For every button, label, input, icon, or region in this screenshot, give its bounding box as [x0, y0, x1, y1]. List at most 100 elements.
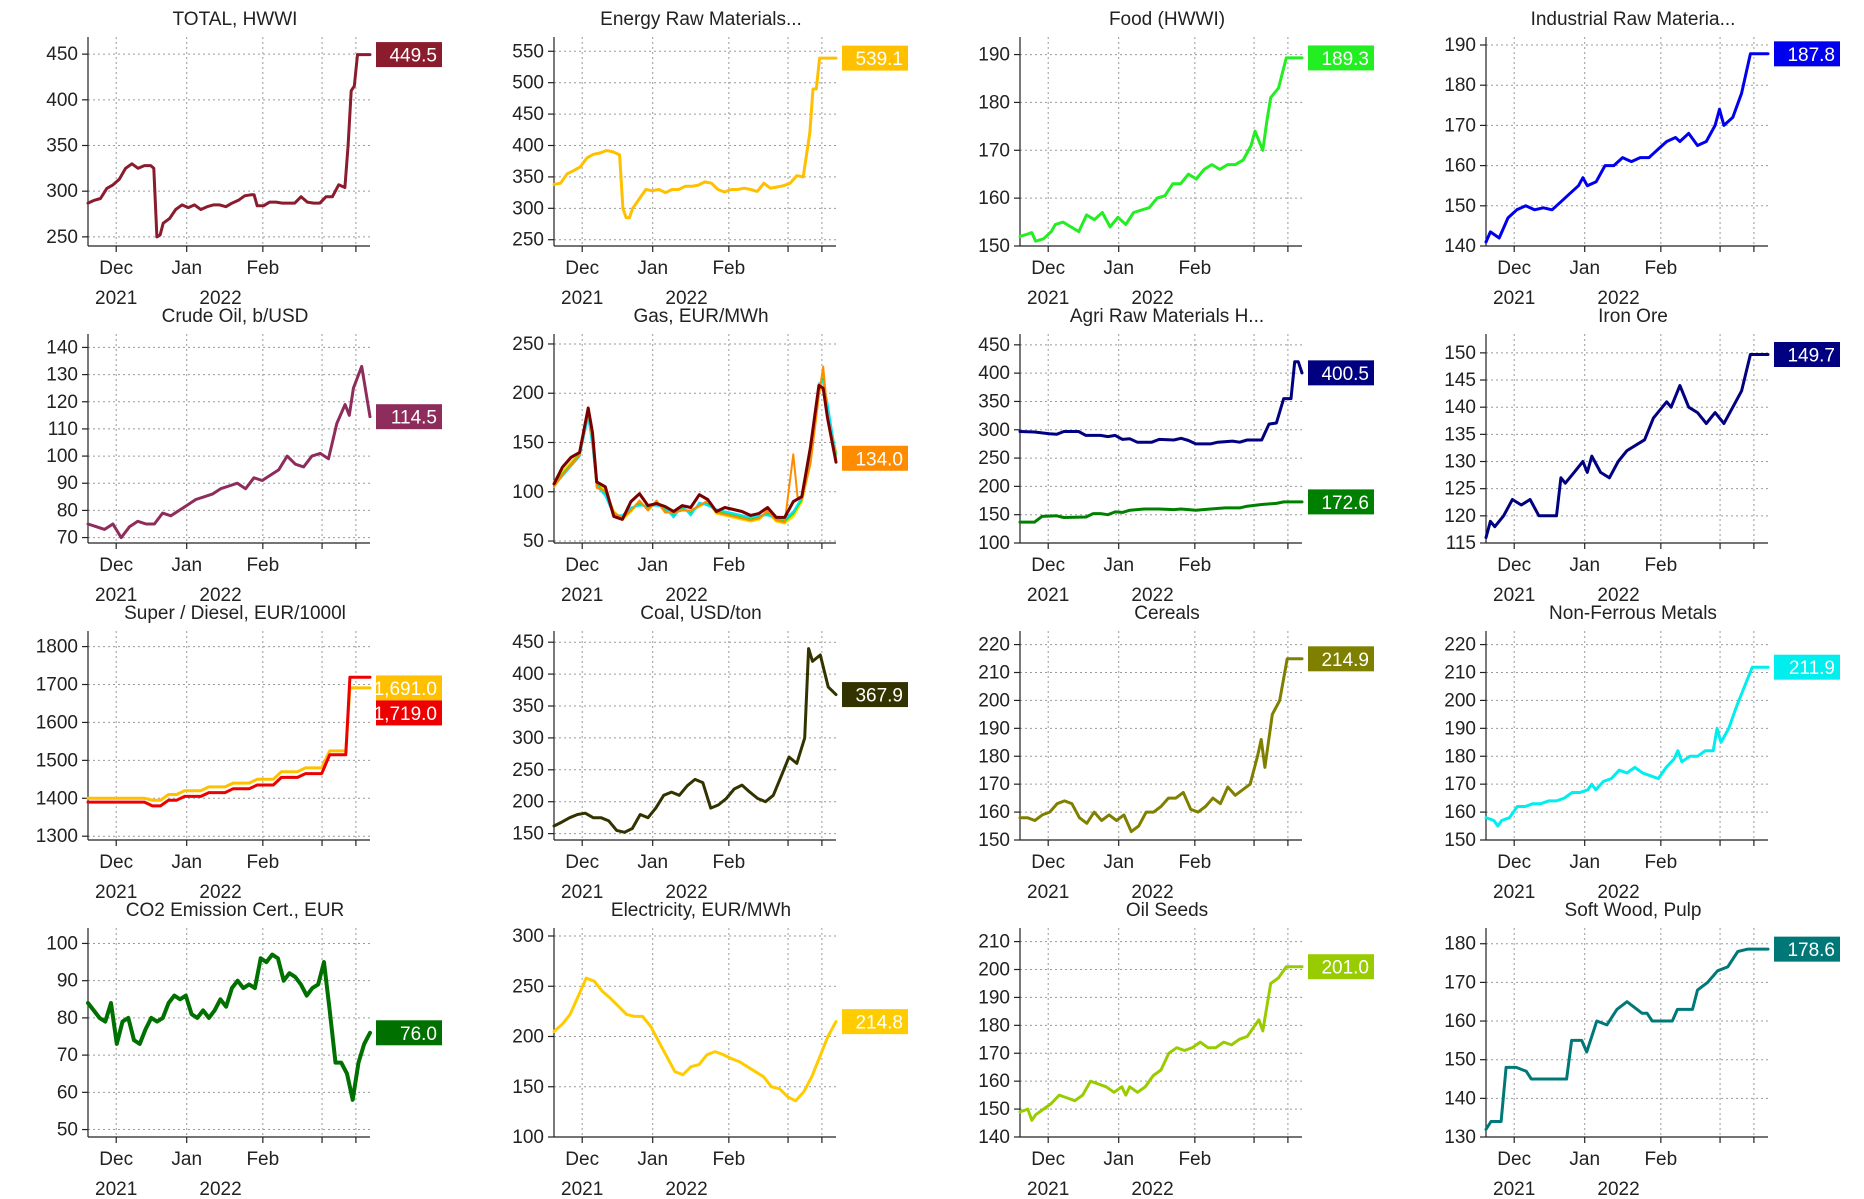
y-tick-label: 190: [978, 987, 1010, 1008]
x-month-label: Dec: [1497, 258, 1531, 279]
y-tick-label: 250: [512, 230, 544, 251]
chart-title: Non-Ferrous Metals: [1549, 603, 1717, 624]
x-year-label: 2021: [1493, 882, 1535, 903]
x-month-label: Jan: [1103, 1149, 1134, 1170]
x-month-label: Dec: [99, 555, 133, 576]
series-line-2: [1018, 500, 1304, 524]
x-month-label: Feb: [712, 555, 745, 576]
value-label: 189.3: [1321, 49, 1369, 70]
y-tick-label: 450: [978, 335, 1010, 356]
chart-panel-6: Gas, EUR/MWh 50 100 150 200 250 Dec Jan Feb 2021 2…: [466, 297, 932, 606]
x-month-label: Feb: [712, 258, 745, 279]
x-month-label: Jan: [637, 852, 668, 873]
y-tick-label: 120: [46, 392, 78, 413]
y-tick-label: 135: [1444, 424, 1476, 445]
y-tick-label: 140: [978, 1127, 1010, 1148]
y-tick-label: 110: [48, 419, 78, 440]
y-tick-label: 140: [1444, 1088, 1476, 1109]
y-tick-label: 1300: [36, 826, 78, 847]
chart-title: TOTAL, HWWI: [173, 9, 298, 30]
x-month-label: Dec: [565, 852, 599, 873]
series-line-1: [1484, 665, 1770, 828]
y-tick-label: 1500: [36, 750, 78, 771]
y-tick-label: 150: [978, 1099, 1010, 1120]
x-month-label: Jan: [171, 555, 202, 576]
x-month-label: Dec: [1497, 852, 1531, 873]
value-label: 400.5: [1321, 364, 1369, 385]
x-year-label: 2021: [1027, 882, 1069, 903]
chart-panel-9: Super / Diesel, EUR/1000l 1300 1400 1500 160…: [0, 594, 466, 903]
y-tick-label: 300: [512, 728, 544, 749]
x-month-label: Feb: [246, 555, 279, 576]
x-month-label: Dec: [565, 555, 599, 576]
x-year-label: 2022: [1131, 882, 1173, 903]
chart-title: Soft Wood, Pulp: [1565, 900, 1702, 921]
series-line-1: [1484, 52, 1770, 244]
chart-svg: Super / Diesel, EUR/1000l 1300 1400 1500 160…: [36, 603, 442, 903]
chart-panel-14: Electricity, EUR/MWh 100 150 200 250 300 Dec Ja…: [466, 891, 932, 1199]
value-label: 214.8: [855, 1013, 903, 1034]
y-tick-label: 130: [46, 365, 78, 386]
x-year-label: 2022: [1597, 288, 1639, 309]
value-label: 134.0: [855, 449, 903, 470]
chart-title: Food (HWWI): [1109, 9, 1225, 30]
y-tick-label: 190: [978, 45, 1010, 66]
chart-svg: TOTAL, HWWI 250 300 350 400 450 Dec Jan Feb 2021 2…: [46, 9, 442, 309]
x-month-label: Dec: [99, 852, 133, 873]
y-tick-label: 150: [1444, 830, 1476, 851]
x-year-label: 2022: [199, 288, 241, 309]
x-year-label: 2021: [1027, 1179, 1069, 1199]
x-month-label: Jan: [637, 258, 668, 279]
chart-panel-16: Soft Wood, Pulp 130 140 150 160 170 180 Dec Jan F…: [1398, 891, 1864, 1199]
series-line-1: [1018, 657, 1304, 834]
y-tick-label: 180: [978, 746, 1010, 767]
series-line-1: [86, 952, 372, 1102]
value-label: 1,691.0: [374, 679, 437, 700]
value-label-box: [1308, 360, 1374, 386]
x-month-label: Dec: [99, 1149, 133, 1170]
y-tick-label: 400: [512, 136, 544, 157]
x-year-label: 2022: [1597, 1179, 1639, 1199]
y-tick-label: 70: [57, 528, 78, 549]
chart-panel-3: Food (HWWI) 150 160 170 180 190 Dec Jan Feb 2021 2…: [932, 0, 1398, 309]
y-tick-label: 100: [512, 482, 544, 503]
y-tick-label: 190: [1444, 35, 1476, 56]
x-year-label: 2021: [561, 1179, 603, 1199]
series-line-1: [1018, 360, 1304, 446]
y-tick-label: 350: [512, 167, 544, 188]
chart-panel-12: Non-Ferrous Metals 150 160 170 180 190 200 210 2…: [1398, 594, 1864, 903]
chart-title: Agri Raw Materials H...: [1070, 306, 1264, 327]
x-year-label: 2022: [1597, 585, 1639, 606]
chart-title: Super / Diesel, EUR/1000l: [124, 603, 346, 624]
y-tick-label: 170: [1444, 972, 1476, 993]
value-label-box: [842, 445, 908, 471]
y-tick-label: 140: [1444, 236, 1476, 257]
x-month-label: Jan: [171, 852, 202, 873]
series-line-1: [1484, 353, 1770, 540]
value-label-box: [1774, 936, 1840, 962]
y-tick-label: 170: [978, 140, 1010, 161]
chart-panel-7: Agri Raw Materials H... 100 150 200 250 300 35…: [932, 297, 1398, 606]
x-year-label: 2022: [199, 882, 241, 903]
y-tick-label: 150: [512, 824, 544, 845]
x-year-label: 2021: [95, 585, 137, 606]
value-label: 211.9: [1789, 658, 1835, 679]
chart-panel-8: Iron Ore 115 120 125 130 135 140 145 150 Dec Jan Fe…: [1398, 297, 1864, 606]
value-label-box: [1774, 41, 1840, 67]
x-month-label: Feb: [712, 852, 745, 873]
series-line-1: [1018, 56, 1304, 243]
y-tick-label: 150: [978, 830, 1010, 851]
x-year-label: 2021: [95, 882, 137, 903]
y-tick-label: 160: [978, 1071, 1010, 1092]
y-tick-label: 550: [512, 41, 544, 62]
x-month-label: Feb: [246, 852, 279, 873]
x-month-label: Feb: [1178, 258, 1211, 279]
y-tick-label: 170: [978, 1043, 1010, 1064]
x-month-label: Jan: [1569, 258, 1600, 279]
chart-svg: Electricity, EUR/MWh 100 150 200 250 300 Dec Ja…: [512, 900, 908, 1199]
y-tick-label: 90: [57, 971, 78, 992]
y-tick-label: 210: [978, 663, 1010, 684]
y-tick-label: 350: [46, 136, 78, 157]
y-tick-label: 70: [57, 1045, 78, 1066]
